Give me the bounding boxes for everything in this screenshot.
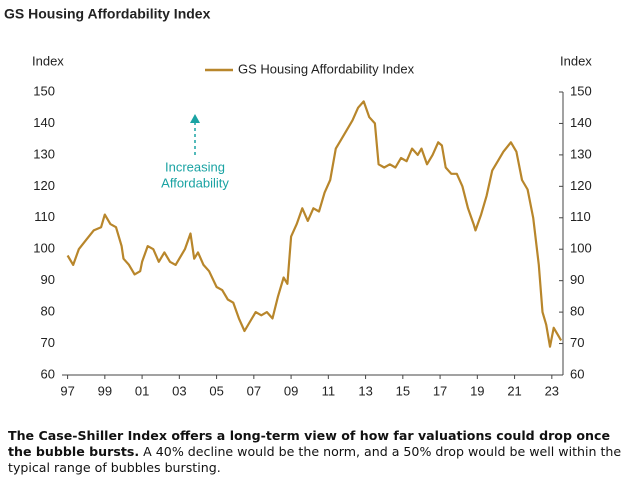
y-tick-label: 70 — [41, 335, 55, 350]
x-tick-label: 13 — [358, 383, 372, 398]
y-tick-label: 140 — [33, 115, 55, 130]
y2-tick-label: 120 — [570, 178, 592, 193]
y2-tick-label: 150 — [570, 83, 592, 98]
y-tick-label: 90 — [41, 272, 55, 287]
annotation-text: Increasing — [165, 159, 225, 174]
y2-tick-label: 140 — [570, 115, 592, 130]
y2-tick-label: 80 — [570, 304, 584, 319]
x-tick-label: 07 — [247, 383, 261, 398]
x-tick-label: 19 — [470, 383, 484, 398]
x-tick-label: 11 — [322, 383, 336, 398]
x-tick-label: 17 — [433, 383, 447, 398]
y-tick-label: 80 — [41, 304, 55, 319]
x-tick-label: 97 — [60, 383, 74, 398]
y2-tick-label: 60 — [570, 366, 584, 381]
y2-tick-label: 90 — [570, 272, 584, 287]
y-tick-label: 110 — [34, 209, 55, 224]
x-tick-label: 15 — [396, 383, 410, 398]
y2-tick-label: 110 — [570, 209, 591, 224]
y-tick-label: 130 — [33, 146, 55, 161]
caption-text: A 40% decline would be the norm, and a 5… — [8, 444, 622, 475]
y-tick-label: 120 — [33, 178, 55, 193]
x-tick-label: 21 — [507, 383, 521, 398]
y2-tick-label: 130 — [570, 146, 592, 161]
x-tick-label: 99 — [98, 383, 112, 398]
y2-tick-label: 70 — [570, 335, 584, 350]
y-tick-label: 60 — [41, 366, 55, 381]
x-tick-label: 09 — [284, 383, 298, 398]
annotation-arrowhead — [190, 114, 200, 123]
caption-bold: The Case-Shiller Index offers a long-ter… — [8, 428, 610, 459]
y-tick-label: 100 — [33, 241, 55, 256]
y-tick-label: 150 — [33, 83, 55, 98]
line-series — [66, 100, 563, 348]
x-tick-label: 23 — [545, 383, 559, 398]
x-tick-label: 01 — [135, 383, 149, 398]
y-axis-label: Index — [32, 53, 64, 68]
y2-axis-label: Index — [560, 53, 592, 68]
x-tick-label: 03 — [172, 383, 186, 398]
y2-tick-label: 100 — [570, 241, 592, 256]
chart-title: GS Housing Affordability Index — [4, 6, 211, 22]
annotation-text: Affordability — [161, 175, 229, 190]
caption: The Case-Shiller Index offers a long-ter… — [8, 428, 626, 476]
x-tick-label: 05 — [209, 383, 223, 398]
chart: GS Housing Affordability Index Index Ind… — [4, 6, 592, 399]
legend-label: GS Housing Affordability Index — [238, 61, 415, 76]
